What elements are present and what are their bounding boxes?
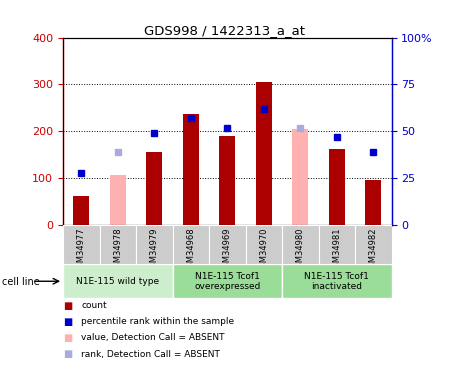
Bar [282,264,392,298]
Bar [219,136,235,225]
Text: N1E-115 Tcof1
overexpressed: N1E-115 Tcof1 overexpressed [194,272,261,291]
Text: GDS998 / 1422313_a_at: GDS998 / 1422313_a_at [144,24,306,38]
Bar [355,225,392,264]
Text: percentile rank within the sample: percentile rank within the sample [81,317,234,326]
Text: GSM34981: GSM34981 [332,228,341,273]
Bar [246,225,282,264]
Bar [328,148,345,225]
Bar [136,225,172,264]
Bar [109,175,126,225]
Text: GSM34982: GSM34982 [369,228,378,273]
Bar [319,225,355,264]
Bar [63,225,99,264]
Bar [183,114,199,225]
Text: N1E-115 Tcof1
inactivated: N1E-115 Tcof1 inactivated [304,272,369,291]
Text: GSM34970: GSM34970 [259,228,268,273]
Text: ■: ■ [63,333,72,343]
Text: GSM34980: GSM34980 [296,228,305,273]
Text: ■: ■ [63,301,72,310]
Bar [99,225,136,264]
Bar [365,180,382,225]
Bar [282,225,319,264]
Text: rank, Detection Call = ABSENT: rank, Detection Call = ABSENT [81,350,220,358]
Text: GSM34969: GSM34969 [223,228,232,273]
Text: value, Detection Call = ABSENT: value, Detection Call = ABSENT [81,333,225,342]
Text: GSM34979: GSM34979 [150,228,159,273]
Text: ■: ■ [63,349,72,359]
Text: GSM34968: GSM34968 [186,228,195,273]
Bar [63,264,172,298]
Text: GSM34978: GSM34978 [113,228,122,273]
Bar [146,152,162,225]
Text: GSM34977: GSM34977 [77,228,86,273]
Text: cell line: cell line [2,278,40,287]
Bar [172,264,282,298]
Text: count: count [81,301,107,310]
Text: ■: ■ [63,317,72,327]
Bar [209,225,246,264]
Bar [292,129,308,225]
Text: N1E-115 wild type: N1E-115 wild type [76,277,159,286]
Bar [73,196,90,225]
Bar [256,82,272,225]
Bar [172,225,209,264]
